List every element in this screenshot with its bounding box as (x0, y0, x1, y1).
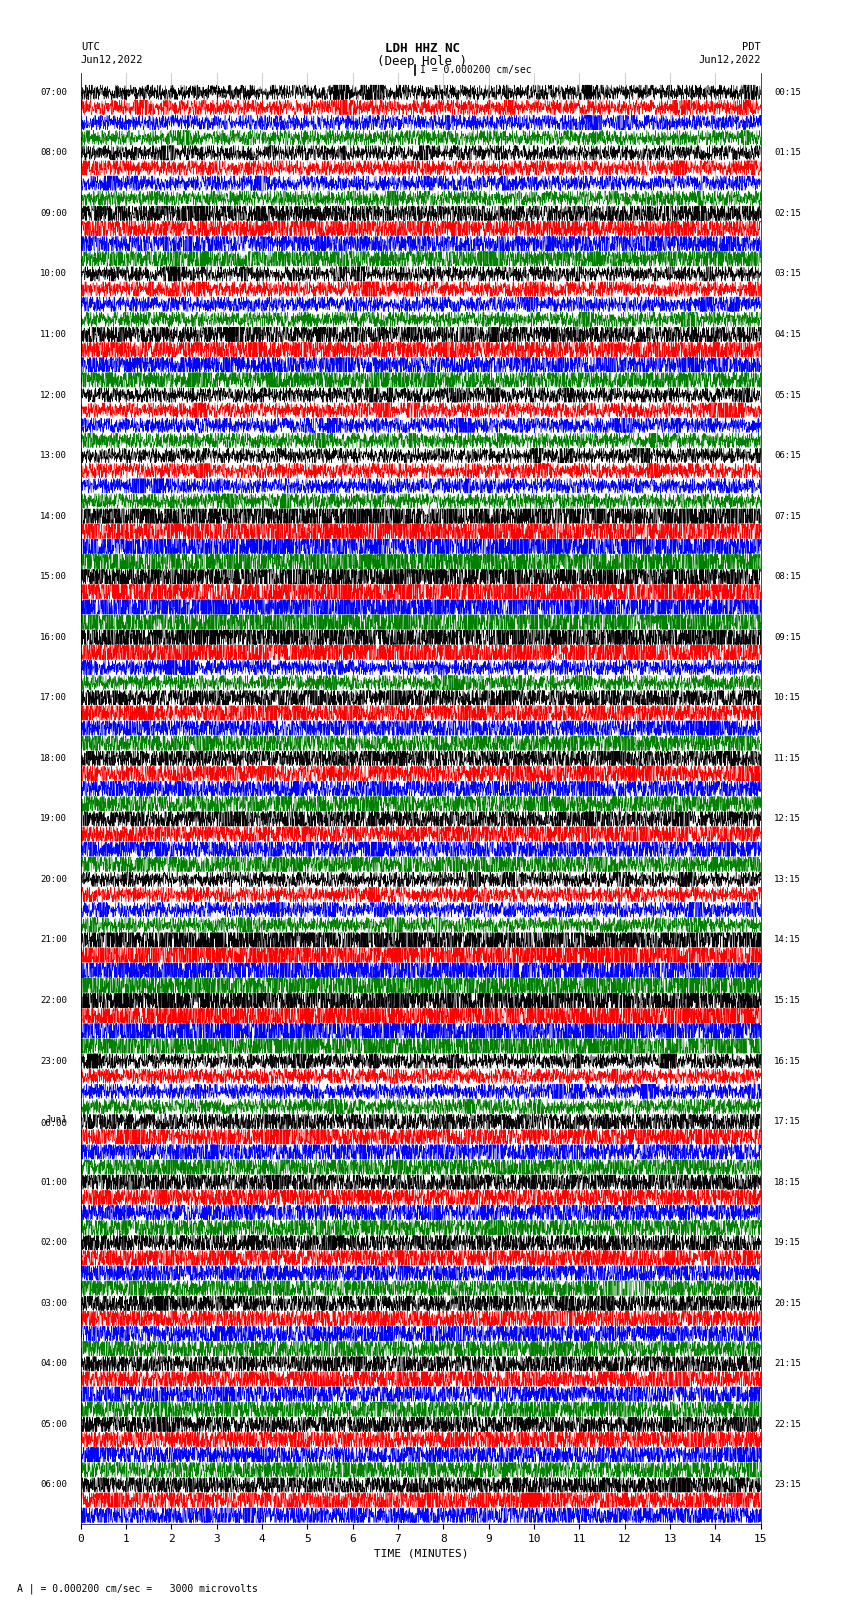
Text: Jun1: Jun1 (46, 1115, 67, 1124)
Text: 16:00: 16:00 (40, 632, 67, 642)
Text: A | = 0.000200 cm/sec =   3000 microvolts: A | = 0.000200 cm/sec = 3000 microvolts (17, 1582, 258, 1594)
Text: (Deep Hole ): (Deep Hole ) (377, 55, 468, 68)
Text: 03:15: 03:15 (774, 269, 802, 279)
Text: 17:15: 17:15 (774, 1118, 802, 1126)
Text: 20:15: 20:15 (774, 1298, 802, 1308)
Text: 13:00: 13:00 (40, 452, 67, 460)
Text: 01:15: 01:15 (774, 148, 802, 158)
X-axis label: TIME (MINUTES): TIME (MINUTES) (373, 1548, 468, 1558)
Text: UTC: UTC (81, 42, 99, 52)
Text: 03:00: 03:00 (40, 1298, 67, 1308)
Text: 16:15: 16:15 (774, 1057, 802, 1066)
Text: 11:15: 11:15 (774, 753, 802, 763)
Text: PDT: PDT (742, 42, 761, 52)
Text: 17:00: 17:00 (40, 694, 67, 702)
Text: 22:15: 22:15 (774, 1419, 802, 1429)
Text: 14:15: 14:15 (774, 936, 802, 945)
Text: 06:00: 06:00 (40, 1481, 67, 1489)
Text: 13:15: 13:15 (774, 874, 802, 884)
Text: 02:15: 02:15 (774, 208, 802, 218)
Text: 20:00: 20:00 (40, 874, 67, 884)
Text: 00:15: 00:15 (774, 87, 802, 97)
Text: 06:15: 06:15 (774, 452, 802, 460)
Text: 10:00: 10:00 (40, 269, 67, 279)
Text: 02:00: 02:00 (40, 1239, 67, 1247)
Text: 19:00: 19:00 (40, 815, 67, 823)
Text: 12:15: 12:15 (774, 815, 802, 823)
Text: Jun12,2022: Jun12,2022 (81, 55, 144, 65)
Text: 21:15: 21:15 (774, 1360, 802, 1368)
Text: 01:00: 01:00 (40, 1177, 67, 1187)
Text: I = 0.000200 cm/sec: I = 0.000200 cm/sec (420, 65, 531, 76)
Text: 00:00: 00:00 (40, 1119, 67, 1129)
Text: 07:15: 07:15 (774, 511, 802, 521)
Text: 23:00: 23:00 (40, 1057, 67, 1066)
Text: 10:15: 10:15 (774, 694, 802, 702)
Text: 05:15: 05:15 (774, 390, 802, 400)
Text: Jun12,2022: Jun12,2022 (698, 55, 761, 65)
Text: 09:15: 09:15 (774, 632, 802, 642)
Text: 05:00: 05:00 (40, 1419, 67, 1429)
Text: 19:15: 19:15 (774, 1239, 802, 1247)
Text: 23:15: 23:15 (774, 1481, 802, 1489)
Text: 14:00: 14:00 (40, 511, 67, 521)
Text: 15:15: 15:15 (774, 995, 802, 1005)
Text: 08:00: 08:00 (40, 148, 67, 158)
Text: 12:00: 12:00 (40, 390, 67, 400)
Text: 04:00: 04:00 (40, 1360, 67, 1368)
Text: 15:00: 15:00 (40, 573, 67, 581)
Text: 08:15: 08:15 (774, 573, 802, 581)
Text: 18:00: 18:00 (40, 753, 67, 763)
Text: 21:00: 21:00 (40, 936, 67, 945)
Text: 11:00: 11:00 (40, 331, 67, 339)
Text: 18:15: 18:15 (774, 1177, 802, 1187)
Text: 07:00: 07:00 (40, 87, 67, 97)
Text: 04:15: 04:15 (774, 331, 802, 339)
Text: LDH HHZ NC: LDH HHZ NC (385, 42, 460, 55)
Text: 09:00: 09:00 (40, 208, 67, 218)
Text: 22:00: 22:00 (40, 995, 67, 1005)
